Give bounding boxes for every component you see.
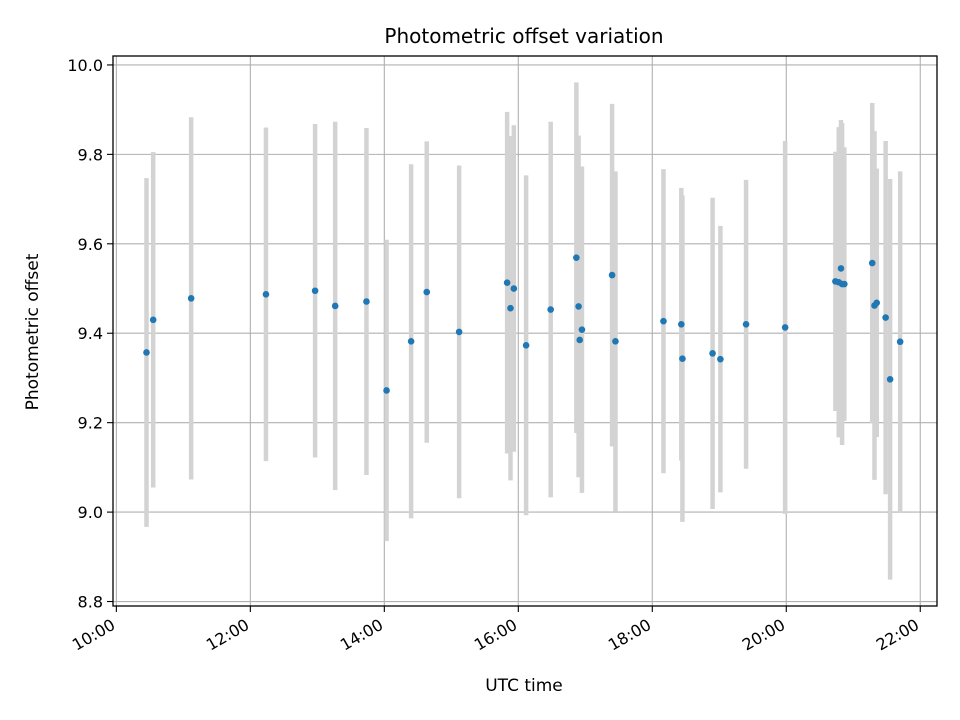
- data-point: [896, 338, 904, 346]
- data-points: [143, 254, 904, 394]
- data-point: [331, 302, 339, 310]
- data-point: [510, 285, 518, 292]
- data-point: [882, 314, 889, 321]
- data-point: [678, 320, 685, 328]
- y-axis-label: Photometric offset: [23, 253, 43, 410]
- data-point: [455, 328, 463, 336]
- data-point: [407, 337, 415, 345]
- plot-frame: [112, 55, 938, 607]
- data-point: [679, 355, 686, 363]
- data-point: [383, 387, 390, 394]
- y-tick-label: 9.6: [78, 235, 103, 254]
- y-tick-label: 9.2: [78, 414, 103, 433]
- data-point: [262, 291, 270, 298]
- data-point: [660, 317, 667, 325]
- data-point: [868, 259, 876, 267]
- y-tick-label: 9.4: [78, 324, 103, 343]
- data-point: [742, 320, 750, 328]
- data-point: [781, 324, 789, 331]
- data-point: [612, 337, 619, 345]
- data-point: [886, 375, 894, 383]
- data-point: [717, 355, 724, 363]
- data-point: [709, 350, 716, 357]
- data-point: [423, 288, 431, 296]
- data-point: [578, 326, 586, 333]
- data-point: [503, 279, 511, 287]
- data-point: [608, 271, 616, 279]
- data-point: [837, 265, 845, 272]
- data-point: [576, 336, 584, 344]
- data-point: [311, 287, 319, 295]
- y-tick-label: 10.0: [67, 56, 103, 75]
- data-point: [363, 298, 370, 305]
- data-point: [575, 303, 582, 310]
- x-axis-label: UTC time: [485, 676, 563, 696]
- data-point: [507, 304, 514, 312]
- y-tick-label: 8.8: [78, 593, 103, 612]
- data-point: [573, 254, 580, 261]
- data-point: [187, 295, 195, 302]
- y-tick-label: 9.0: [78, 503, 103, 522]
- data-point: [873, 299, 881, 307]
- chart-title: Photometric offset variation: [384, 24, 663, 48]
- data-point: [149, 316, 157, 324]
- y-tick-label: 9.8: [78, 145, 103, 164]
- data-point: [547, 306, 554, 313]
- data-point: [143, 349, 150, 356]
- data-point: [841, 280, 848, 288]
- data-point: [522, 342, 530, 349]
